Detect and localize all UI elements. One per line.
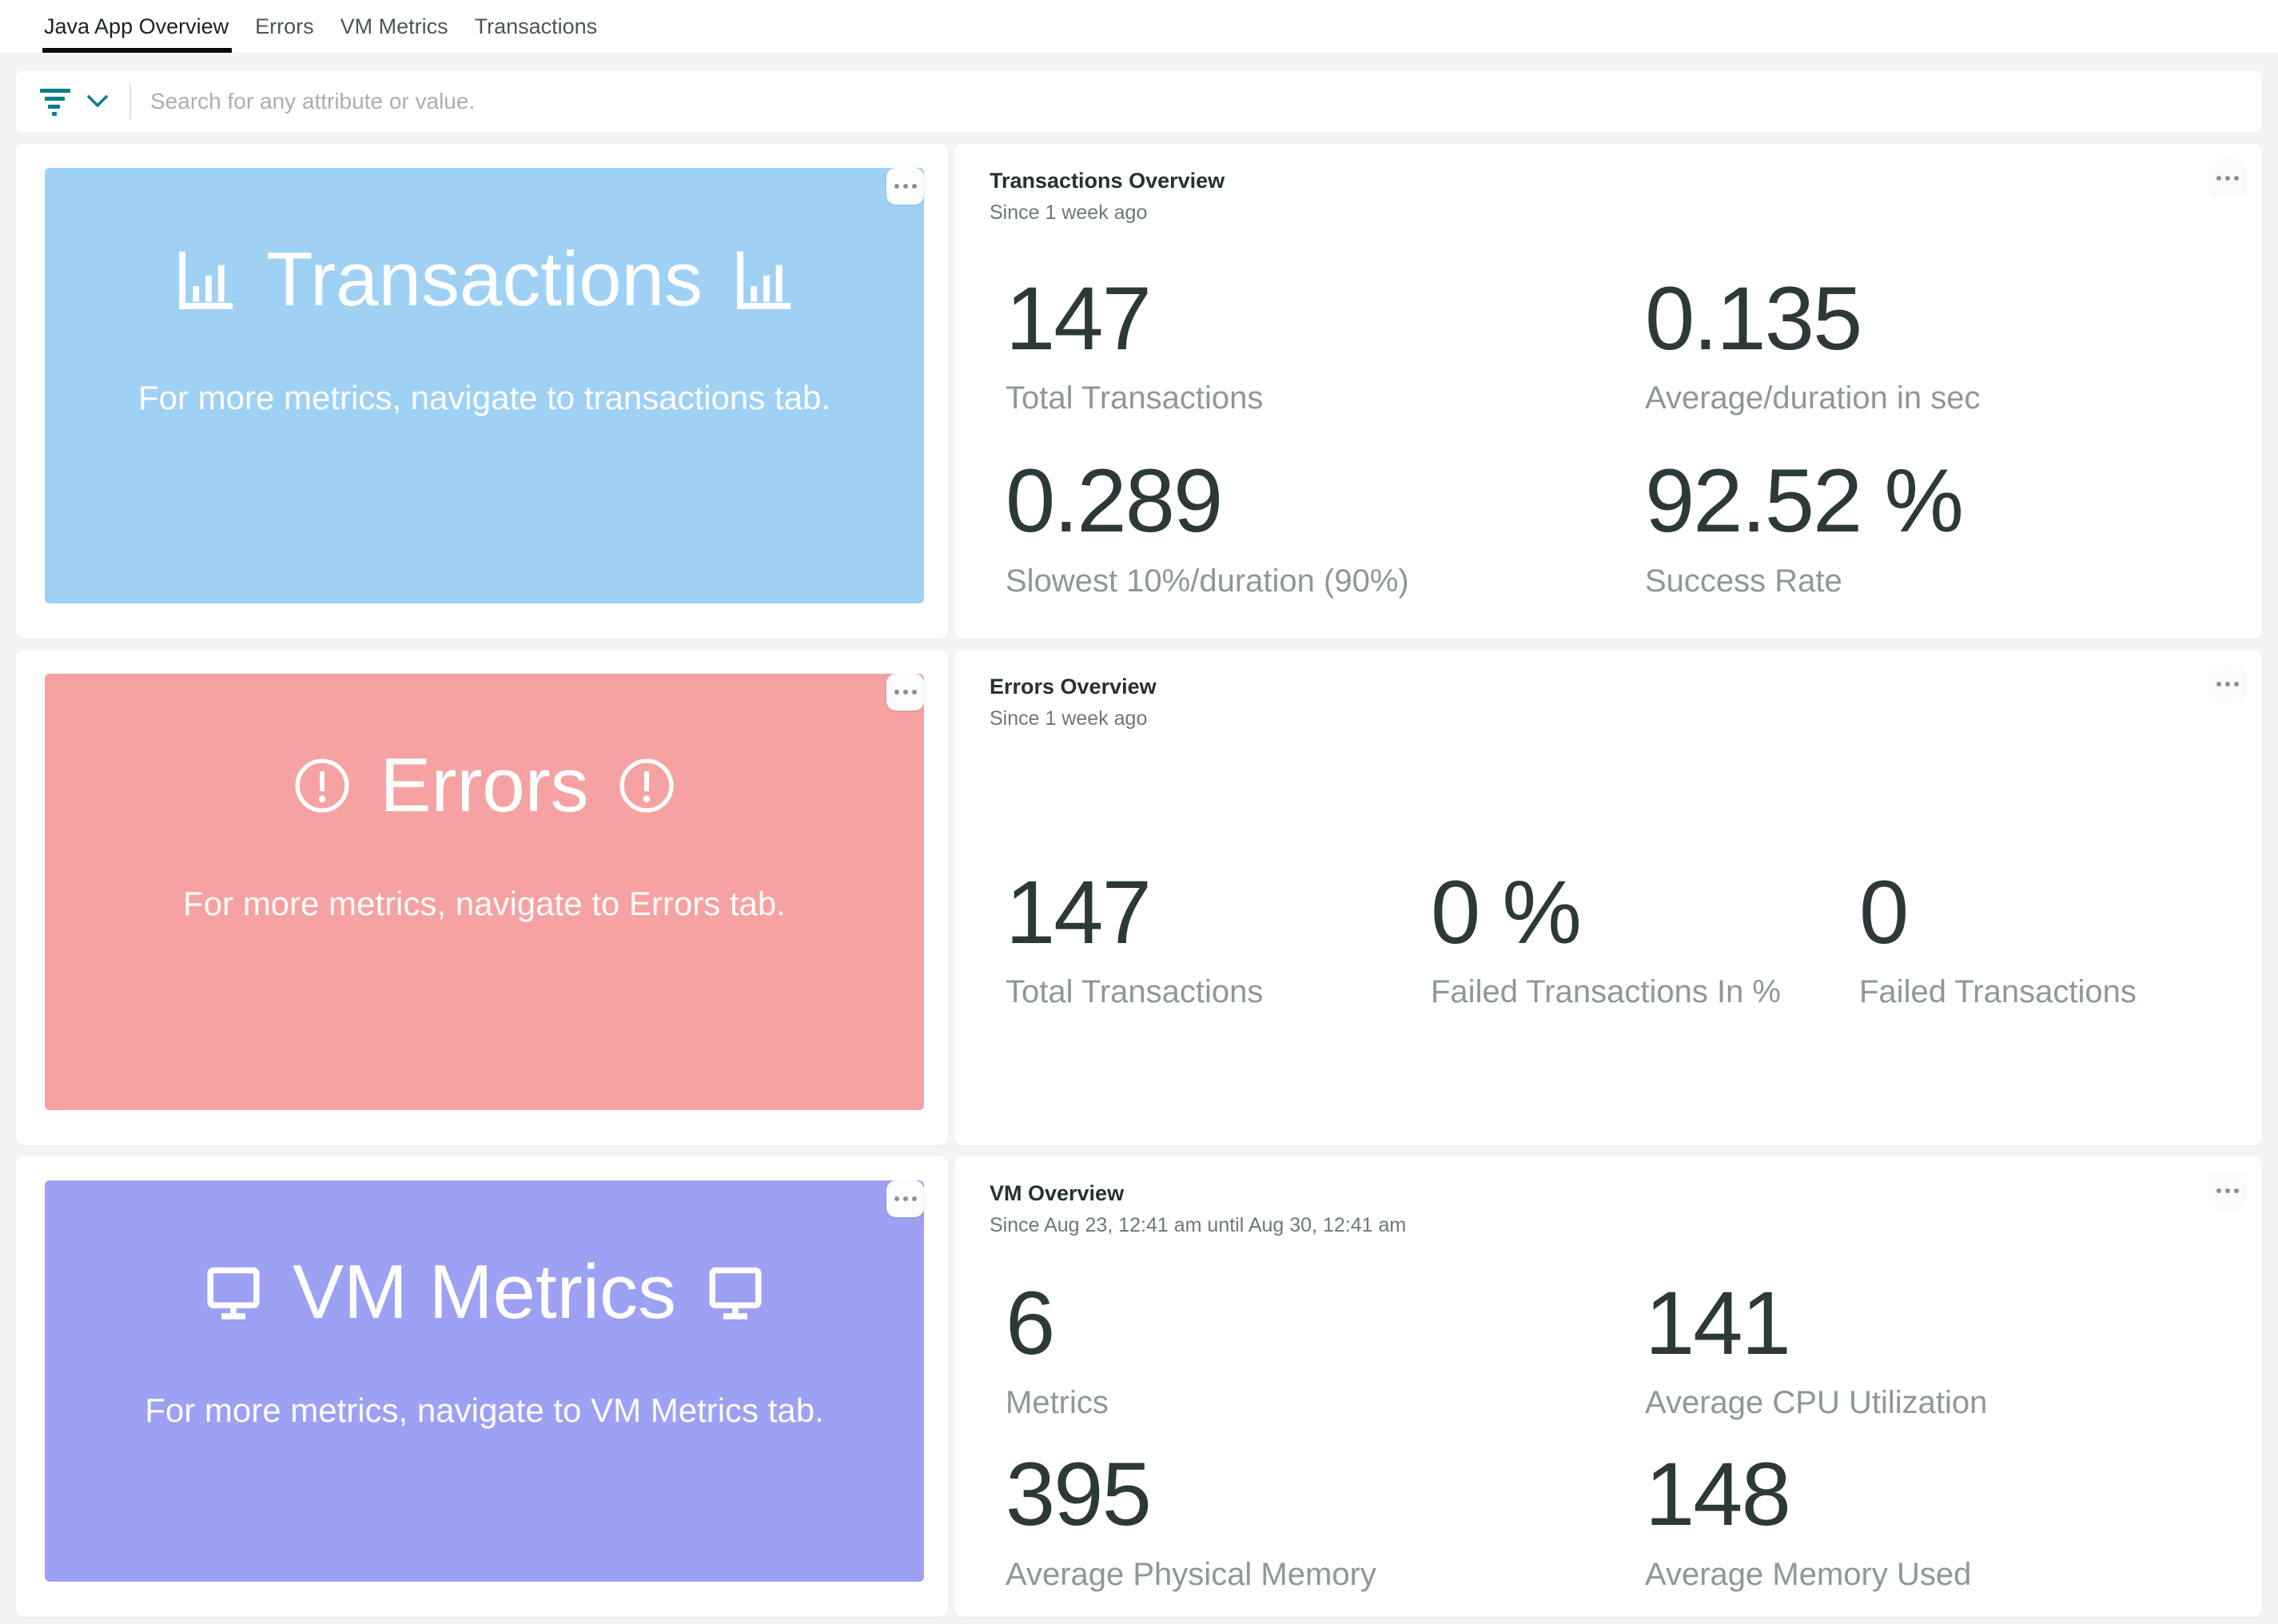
ellipsis-icon — [2216, 1188, 2221, 1193]
monitor-icon — [703, 1260, 767, 1324]
card-title: VM Overview — [990, 1181, 1125, 1205]
tab-label: Errors — [255, 14, 314, 38]
metric-label: Average/duration in sec — [1645, 380, 1981, 416]
row-vm-metrics: VM Metrics For more metrics, navigate to… — [16, 1156, 2262, 1617]
metric-value: 0.289 — [1006, 451, 1223, 551]
filter-dropdown-button[interactable] — [86, 94, 109, 109]
metric-failed-transactions-percent: 0 % Failed Transactions In % — [1431, 866, 1859, 1010]
banner-title: Errors — [45, 674, 924, 824]
banner-card-transactions: Transactions For more metrics, navigate … — [16, 144, 948, 639]
metric-total-transactions: 147 Total Transactions — [1006, 268, 1645, 416]
divider — [129, 84, 131, 119]
card-vm-overview: VM Overview Since Aug 23, 12:41 am until… — [954, 1156, 2262, 1617]
metric-value: 6 — [1006, 1272, 1055, 1373]
metric-value: 92.52 % — [1645, 451, 1964, 551]
card-time-range: Since 1 week ago — [990, 201, 1148, 224]
metric-label: Average Memory Used — [1645, 1556, 1972, 1592]
monitor-icon — [201, 1260, 265, 1324]
row-transactions: Transactions For more metrics, navigate … — [16, 144, 2262, 639]
metrics-grid: 147 Total Transactions 0 % Failed Transa… — [1006, 866, 2227, 1010]
metric-total-transactions: 147 Total Transactions — [1006, 866, 1431, 1010]
tab-label: Java App Overview — [44, 14, 229, 38]
banner-title: Transactions — [45, 168, 924, 318]
ellipsis-icon — [2216, 176, 2221, 181]
metric-value: 147 — [1006, 268, 1152, 368]
tab-label: Transactions — [474, 14, 598, 38]
search-input[interactable] — [149, 88, 2243, 115]
metric-metrics-count: 6 Metrics — [1006, 1272, 1645, 1421]
metric-label: Success Rate — [1645, 563, 1842, 599]
tab-vm-metrics[interactable]: VM Metrics — [341, 0, 448, 53]
widget-menu-button[interactable] — [2208, 1172, 2246, 1209]
metric-label: Total Transactions — [1006, 974, 1264, 1010]
metric-value: 148 — [1645, 1444, 1791, 1545]
card-errors-overview: Errors Overview Since 1 week ago 147 Tot… — [954, 650, 2262, 1145]
dashboard-grid: Transactions For more metrics, navigate … — [16, 144, 2262, 1617]
bar-chart-icon — [172, 246, 239, 313]
metric-label: Average Physical Memory — [1006, 1556, 1376, 1592]
banner-title-text: VM Metrics — [293, 1249, 676, 1335]
metric-label: Failed Transactions — [1859, 974, 2137, 1010]
ellipsis-icon — [2216, 682, 2221, 687]
vm-metrics-banner: VM Metrics For more metrics, navigate to… — [45, 1180, 924, 1582]
card-title: Errors Overview — [990, 675, 1157, 699]
filter-button[interactable] — [40, 87, 70, 116]
banner-subtitle: For more metrics, navigate to Errors tab… — [183, 885, 786, 922]
banner-title-text: Errors — [380, 742, 589, 828]
metric-average-cpu-utilization: 141 Average CPU Utilization — [1645, 1272, 2227, 1421]
card-time-range: Since Aug 23, 12:41 am until Aug 30, 12:… — [990, 1213, 1407, 1236]
metric-label: Slowest 10%/duration (90%) — [1006, 563, 1409, 599]
metric-value: 141 — [1645, 1272, 1791, 1373]
metric-label: Average CPU Utilization — [1645, 1385, 1988, 1421]
metric-value: 0 — [1859, 862, 1909, 962]
row-errors: Errors For more metrics, navigate to Err… — [16, 650, 2262, 1145]
metric-value: 147 — [1006, 862, 1152, 962]
tab-java-app-overview[interactable]: Java App Overview — [42, 0, 233, 53]
metric-value: 395 — [1006, 1444, 1152, 1545]
tab-errors[interactable]: Errors — [255, 0, 314, 53]
bar-chart-icon — [730, 246, 797, 313]
metric-value: 0 % — [1431, 862, 1582, 962]
warning-icon — [616, 755, 677, 816]
tab-label: VM Metrics — [340, 14, 448, 38]
metric-label: Metrics — [1006, 1385, 1109, 1421]
widget-menu-button[interactable] — [2208, 160, 2246, 197]
metric-label: Total Transactions — [1006, 380, 1264, 416]
filter-funnel-icon — [40, 87, 70, 116]
banner-title: VM Metrics — [45, 1180, 924, 1331]
widget-menu-button[interactable] — [886, 168, 924, 205]
metric-average-physical-memory: 395 Average Physical Memory — [1006, 1444, 1645, 1592]
banner-subtitle: For more metrics, navigate to transactio… — [137, 379, 831, 416]
tab-transactions[interactable]: Transactions — [475, 0, 598, 53]
metric-value: 0.135 — [1645, 268, 1862, 368]
metric-label: Failed Transactions In % — [1431, 974, 1781, 1010]
metrics-grid: 6 Metrics 141 Average CPU Utilization 39… — [1006, 1272, 2227, 1593]
metrics-grid: 147 Total Transactions 0.135 Average/dur… — [1006, 268, 2227, 599]
metric-success-rate: 92.52 % Success Rate — [1645, 451, 2227, 599]
card-title: Transactions Overview — [990, 169, 1225, 193]
ellipsis-icon — [894, 1196, 899, 1201]
metric-average-duration: 0.135 Average/duration in sec — [1645, 268, 2227, 416]
ellipsis-icon — [894, 690, 899, 695]
widget-menu-button[interactable] — [2208, 666, 2246, 703]
tab-bar: Java App Overview Errors VM Metrics Tran… — [0, 0, 2278, 53]
banner-subtitle: For more metrics, navigate to VM Metrics… — [145, 1391, 824, 1429]
metric-average-memory-used: 148 Average Memory Used — [1645, 1444, 2227, 1592]
metric-slowest-duration: 0.289 Slowest 10%/duration (90%) — [1006, 451, 1645, 599]
ellipsis-icon — [894, 184, 899, 189]
metric-failed-transactions: 0 Failed Transactions — [1859, 866, 2227, 1010]
banner-card-vm-metrics: VM Metrics For more metrics, navigate to… — [16, 1156, 948, 1617]
search-bar — [16, 70, 2262, 133]
banner-title-text: Transactions — [266, 237, 703, 322]
errors-banner: Errors For more metrics, navigate to Err… — [45, 674, 924, 1110]
banner-card-errors: Errors For more metrics, navigate to Err… — [16, 650, 948, 1145]
warning-icon — [292, 755, 352, 816]
transactions-banner: Transactions For more metrics, navigate … — [45, 168, 924, 603]
widget-menu-button[interactable] — [886, 674, 924, 710]
card-time-range: Since 1 week ago — [990, 707, 1148, 730]
widget-menu-button[interactable] — [886, 1180, 924, 1217]
chevron-down-icon — [86, 94, 109, 109]
card-transactions-overview: Transactions Overview Since 1 week ago 1… — [954, 144, 2262, 639]
